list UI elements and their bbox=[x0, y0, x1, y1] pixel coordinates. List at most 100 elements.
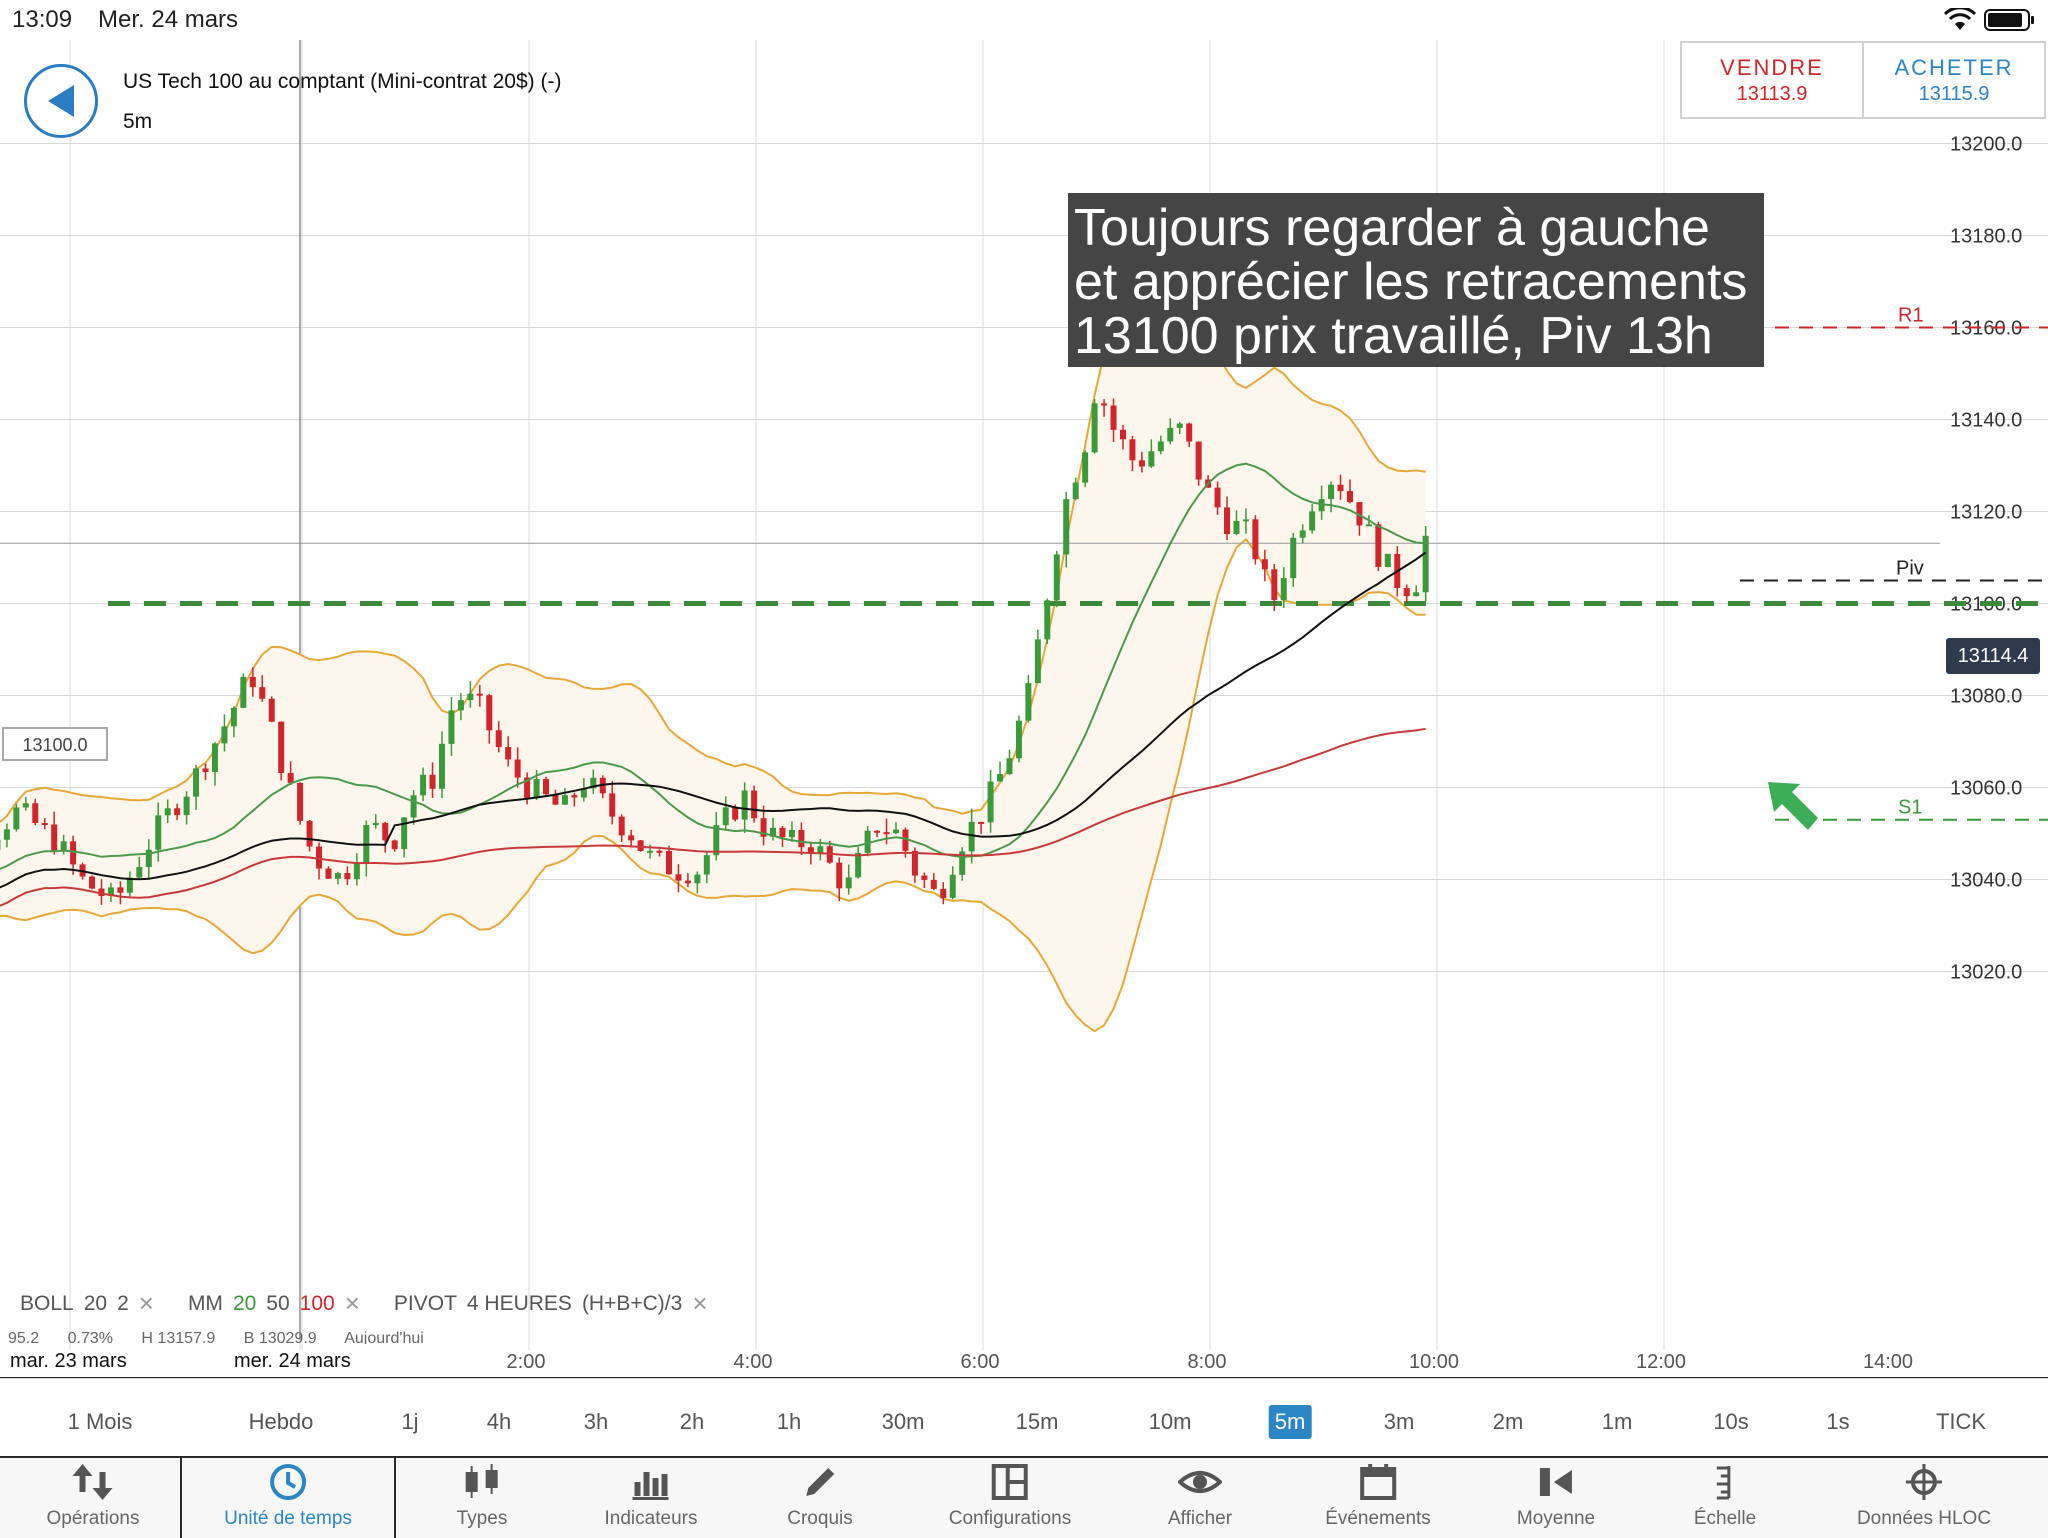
tab-events[interactable]: Événements bbox=[1325, 1458, 1431, 1538]
timeframe-2m[interactable]: 2m bbox=[1487, 1405, 1530, 1439]
candle-body bbox=[619, 817, 625, 836]
timeframe-2h[interactable]: 2h bbox=[674, 1405, 710, 1439]
ohlc-change: 95.2 bbox=[8, 1330, 39, 1344]
candle-body bbox=[694, 875, 700, 884]
timeframe-4h[interactable]: 4h bbox=[481, 1405, 517, 1439]
y-tick-label: 13180.0 bbox=[1950, 226, 2022, 248]
candle-body bbox=[1309, 511, 1315, 530]
legend-mm-mid: 50 bbox=[266, 1292, 289, 1316]
ohlc-low: B 13029.9 bbox=[244, 1330, 317, 1344]
tab-scale[interactable]: Échelle bbox=[1694, 1458, 1756, 1538]
candle-body bbox=[751, 791, 757, 819]
ohlc-percent: 0.73% bbox=[68, 1330, 113, 1344]
candle-body bbox=[240, 677, 246, 708]
candle-body bbox=[505, 747, 511, 759]
tab-label: Croquis bbox=[787, 1508, 852, 1530]
chart-annotation[interactable]: Toujours regarder à gauche et apprécier … bbox=[1068, 193, 1764, 367]
candle-body bbox=[165, 808, 171, 815]
tab-types[interactable]: Types bbox=[457, 1458, 508, 1538]
tab-timeframe[interactable]: Unité de temps bbox=[224, 1458, 352, 1538]
candle-body bbox=[1404, 588, 1410, 596]
crosshair-icon bbox=[1904, 1462, 1944, 1502]
candle-body bbox=[1054, 554, 1060, 600]
back-button[interactable] bbox=[24, 64, 98, 138]
candle-body bbox=[259, 687, 265, 699]
timeframe-1h[interactable]: 1h bbox=[771, 1405, 807, 1439]
pencil-icon bbox=[800, 1462, 840, 1502]
layout-icon bbox=[990, 1462, 1030, 1502]
legend-pivot-tf: 4 HEURES bbox=[467, 1292, 572, 1316]
timeframe-5m[interactable]: 5m bbox=[1269, 1405, 1312, 1439]
candle-body bbox=[543, 779, 549, 794]
sell-button[interactable]: VENDRE 13113.9 bbox=[1682, 43, 1862, 117]
buy-price: 13115.9 bbox=[1864, 83, 2044, 106]
status-date: Mer. 24 mars bbox=[98, 6, 238, 34]
timeframe-1m[interactable]: 1m bbox=[1596, 1405, 1639, 1439]
legend-pivot-formula: (H+B+C)/3 bbox=[582, 1292, 682, 1316]
tab-sketch[interactable]: Croquis bbox=[787, 1458, 852, 1538]
candle-body bbox=[1338, 485, 1344, 491]
buy-label: ACHETER bbox=[1864, 55, 2044, 81]
buy-button[interactable]: ACHETER 13115.9 bbox=[1862, 43, 2044, 117]
candle-body bbox=[628, 835, 634, 840]
tab-hloc-data[interactable]: Données HLOC bbox=[1857, 1458, 1991, 1538]
s1-label: S1 bbox=[1898, 797, 1922, 819]
candle-body bbox=[988, 782, 994, 823]
candle-body bbox=[609, 793, 615, 816]
candle-body bbox=[893, 830, 899, 834]
candle-body bbox=[1025, 683, 1031, 721]
remove-boll-icon[interactable]: × bbox=[139, 1288, 154, 1319]
candle-body bbox=[231, 708, 237, 726]
timeframe-1j[interactable]: 1j bbox=[395, 1405, 424, 1439]
bollinger-band-fill bbox=[0, 281, 1426, 1031]
timeframe-3m[interactable]: 3m bbox=[1378, 1405, 1421, 1439]
candle-body bbox=[1224, 507, 1230, 534]
candle-body bbox=[515, 759, 521, 777]
tab-display[interactable]: Afficher bbox=[1168, 1458, 1232, 1538]
tab-indicators[interactable]: Indicateurs bbox=[605, 1458, 698, 1538]
candle-body bbox=[1129, 439, 1135, 460]
r1-label: R1 bbox=[1898, 305, 1924, 327]
battery-icon bbox=[1984, 8, 2036, 37]
tab-label: Afficher bbox=[1168, 1508, 1232, 1530]
timeframe-1-mois[interactable]: 1 Mois bbox=[62, 1405, 139, 1439]
candle-body bbox=[439, 744, 445, 789]
candle-body bbox=[42, 823, 48, 825]
candle-body bbox=[32, 803, 38, 823]
timeframe-30m[interactable]: 30m bbox=[876, 1405, 931, 1439]
x-tick: 2:00 bbox=[507, 1351, 546, 1374]
candle-body bbox=[344, 873, 350, 879]
timeframe-tick[interactable]: TICK bbox=[1930, 1405, 1992, 1439]
candle-body bbox=[562, 795, 568, 804]
tab-label: Indicateurs bbox=[605, 1508, 698, 1530]
y-tick-label: 13140.0 bbox=[1950, 410, 2022, 432]
candle-body bbox=[184, 797, 190, 815]
candle-body bbox=[742, 791, 748, 820]
timeframe-3h[interactable]: 3h bbox=[578, 1405, 614, 1439]
tab-operations[interactable]: Opérations bbox=[47, 1458, 140, 1538]
tab-configurations[interactable]: Configurations bbox=[949, 1458, 1072, 1538]
instrument-timeframe: 5m bbox=[123, 110, 152, 134]
tab-average[interactable]: Moyenne bbox=[1517, 1458, 1595, 1538]
candle-body bbox=[354, 864, 360, 880]
timeframe-15m[interactable]: 15m bbox=[1010, 1405, 1065, 1439]
x-tick: 6:00 bbox=[961, 1351, 1000, 1374]
candle-body bbox=[1167, 428, 1173, 442]
timeframe-10m[interactable]: 10m bbox=[1143, 1405, 1198, 1439]
y-tick-label: 13080.0 bbox=[1950, 686, 2022, 708]
candle-body bbox=[1016, 721, 1022, 759]
candle-body bbox=[1215, 488, 1221, 508]
candle-body bbox=[846, 877, 852, 888]
level-label-box[interactable]: 13100.0 bbox=[2, 727, 108, 761]
timeframe-hebdo[interactable]: Hebdo bbox=[243, 1405, 320, 1439]
remove-pivot-icon[interactable]: × bbox=[692, 1288, 707, 1319]
timeframe-10s[interactable]: 10s bbox=[1707, 1405, 1754, 1439]
candle-body bbox=[1139, 460, 1145, 466]
timeframe-1s[interactable]: 1s bbox=[1820, 1405, 1855, 1439]
remove-mm-icon[interactable]: × bbox=[345, 1288, 360, 1319]
candle-body bbox=[1385, 554, 1391, 567]
candle-body bbox=[307, 821, 313, 847]
y-tick-label: 13060.0 bbox=[1950, 778, 2022, 800]
candle-body bbox=[1366, 524, 1372, 526]
candle-body bbox=[855, 853, 861, 878]
